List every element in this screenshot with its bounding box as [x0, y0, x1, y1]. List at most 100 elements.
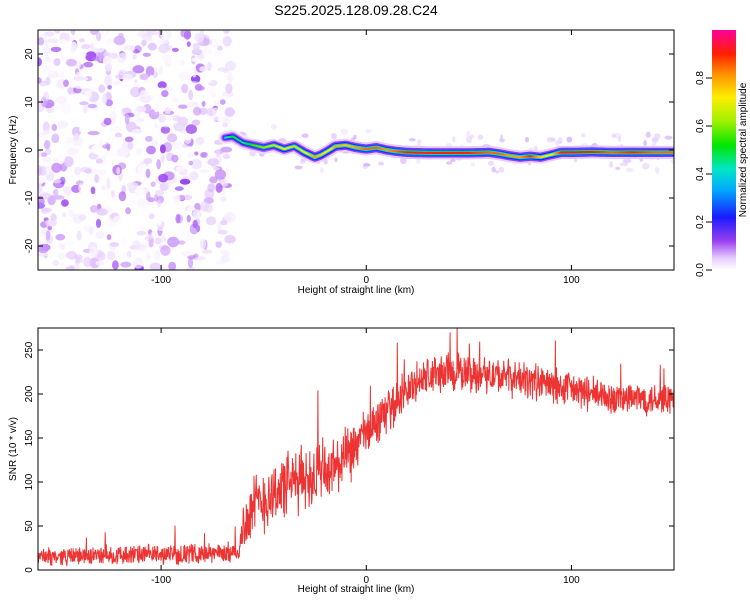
noise-blob: [619, 162, 629, 167]
noise-blob: [362, 165, 368, 169]
noise-blob: [71, 193, 82, 202]
noise-blob: [131, 128, 142, 135]
noise-blob: [184, 133, 192, 145]
noise-blob: [144, 135, 154, 142]
noise-blob: [175, 166, 185, 172]
noise-blob: [179, 178, 191, 185]
noise-blob: [38, 184, 43, 194]
noise-blob: [137, 197, 144, 209]
noise-blob: [160, 125, 171, 134]
noise-blob: [74, 84, 85, 89]
noise-blob: [664, 135, 673, 140]
noise-blob: [45, 165, 52, 176]
noise-blob: [65, 137, 73, 144]
noise-blob: [196, 224, 201, 233]
noise-blob: [222, 36, 232, 47]
noise-blob: [74, 256, 80, 266]
noise-blob: [157, 219, 162, 226]
noise-blob: [60, 244, 66, 251]
colorbar: 0.0 0.2 0.4 0.6 0.8 Normalized spectral ampl…: [695, 30, 749, 277]
noise-blob: [477, 134, 484, 140]
figure-title: S225.2025.128.09.28.C24: [274, 2, 438, 18]
noise-blob: [113, 80, 121, 85]
x-tick-label: 0: [363, 575, 369, 586]
noise-blob: [365, 129, 372, 134]
noise-blob: [67, 147, 79, 156]
noise-blob: [38, 252, 48, 257]
noise-blob: [160, 154, 165, 163]
noise-blob: [224, 212, 236, 223]
noise-blob: [192, 42, 200, 52]
noise-blob: [147, 219, 157, 227]
noise-blob: [574, 158, 578, 163]
noise-blob: [164, 107, 171, 115]
noise-blob: [159, 134, 167, 143]
noise-blob: [126, 182, 139, 189]
noise-blob: [42, 121, 50, 133]
x-tick-label: 0: [363, 275, 369, 286]
noise-blob: [220, 220, 228, 226]
noise-blob: [55, 95, 67, 105]
noise-blob: [136, 117, 145, 123]
noise-blob: [104, 75, 113, 86]
noise-blob: [149, 262, 162, 270]
noise-blob: [122, 73, 133, 82]
noise-blob: [98, 84, 106, 93]
noise-blob: [222, 153, 231, 160]
noise-blob: [524, 136, 530, 143]
noise-blob: [112, 260, 119, 270]
noise-blob: [622, 158, 632, 164]
noise-blob: [125, 207, 131, 215]
noise-blob: [69, 116, 80, 126]
noise-blob: [83, 61, 94, 68]
noise-blob: [378, 161, 384, 166]
noise-blob: [68, 81, 78, 88]
noise-blob: [43, 140, 51, 150]
colorbar-tick-label: 0.0: [695, 263, 706, 277]
noise-blob: [45, 230, 51, 241]
noise-blob: [146, 252, 151, 261]
noise-blob: [69, 41, 78, 52]
noise-blob: [106, 37, 115, 45]
noise-blob: [92, 57, 99, 62]
colorbar-gradient: [712, 30, 736, 270]
noise-blob: [109, 142, 116, 150]
noise-blob: [73, 76, 85, 81]
noise-blob: [466, 130, 471, 138]
noise-blob: [96, 208, 108, 216]
noise-blob: [47, 225, 52, 231]
noise-blob: [185, 124, 197, 134]
noise-blob: [167, 236, 180, 248]
noise-blob: [79, 101, 89, 106]
noise-blob: [107, 152, 112, 163]
noise-blob: [217, 45, 223, 51]
noise-blob: [400, 157, 407, 165]
noise-blob: [128, 36, 137, 43]
snr-line: [38, 328, 674, 567]
noise-blob: [149, 74, 154, 84]
noise-blob: [139, 73, 149, 81]
noise-blob: [71, 126, 82, 137]
noise-blob: [161, 235, 166, 244]
noise-blob: [160, 245, 171, 256]
noise-blob: [107, 85, 112, 90]
noise-blob: [61, 199, 69, 207]
noise-blob: [145, 168, 151, 179]
noise-blob: [40, 96, 47, 108]
noise-blob: [168, 261, 177, 270]
noise-blob: [199, 66, 209, 72]
noise-blob: [102, 144, 110, 149]
noise-blob: [63, 156, 74, 168]
noise-blob: [215, 149, 220, 157]
noise-blob: [227, 71, 233, 79]
noise-blob: [132, 65, 145, 74]
x-tick-label: 100: [563, 575, 580, 586]
noise-blob: [470, 162, 476, 167]
noise-blob: [175, 213, 181, 224]
noise-blob: [220, 196, 227, 202]
noise-blob: [181, 83, 189, 94]
spectrogram-y-label: Frequency (Hz): [8, 116, 19, 185]
noise-blob: [178, 72, 191, 80]
spectrogram-y-ticks: -20 -10 0 10 20: [24, 48, 674, 253]
